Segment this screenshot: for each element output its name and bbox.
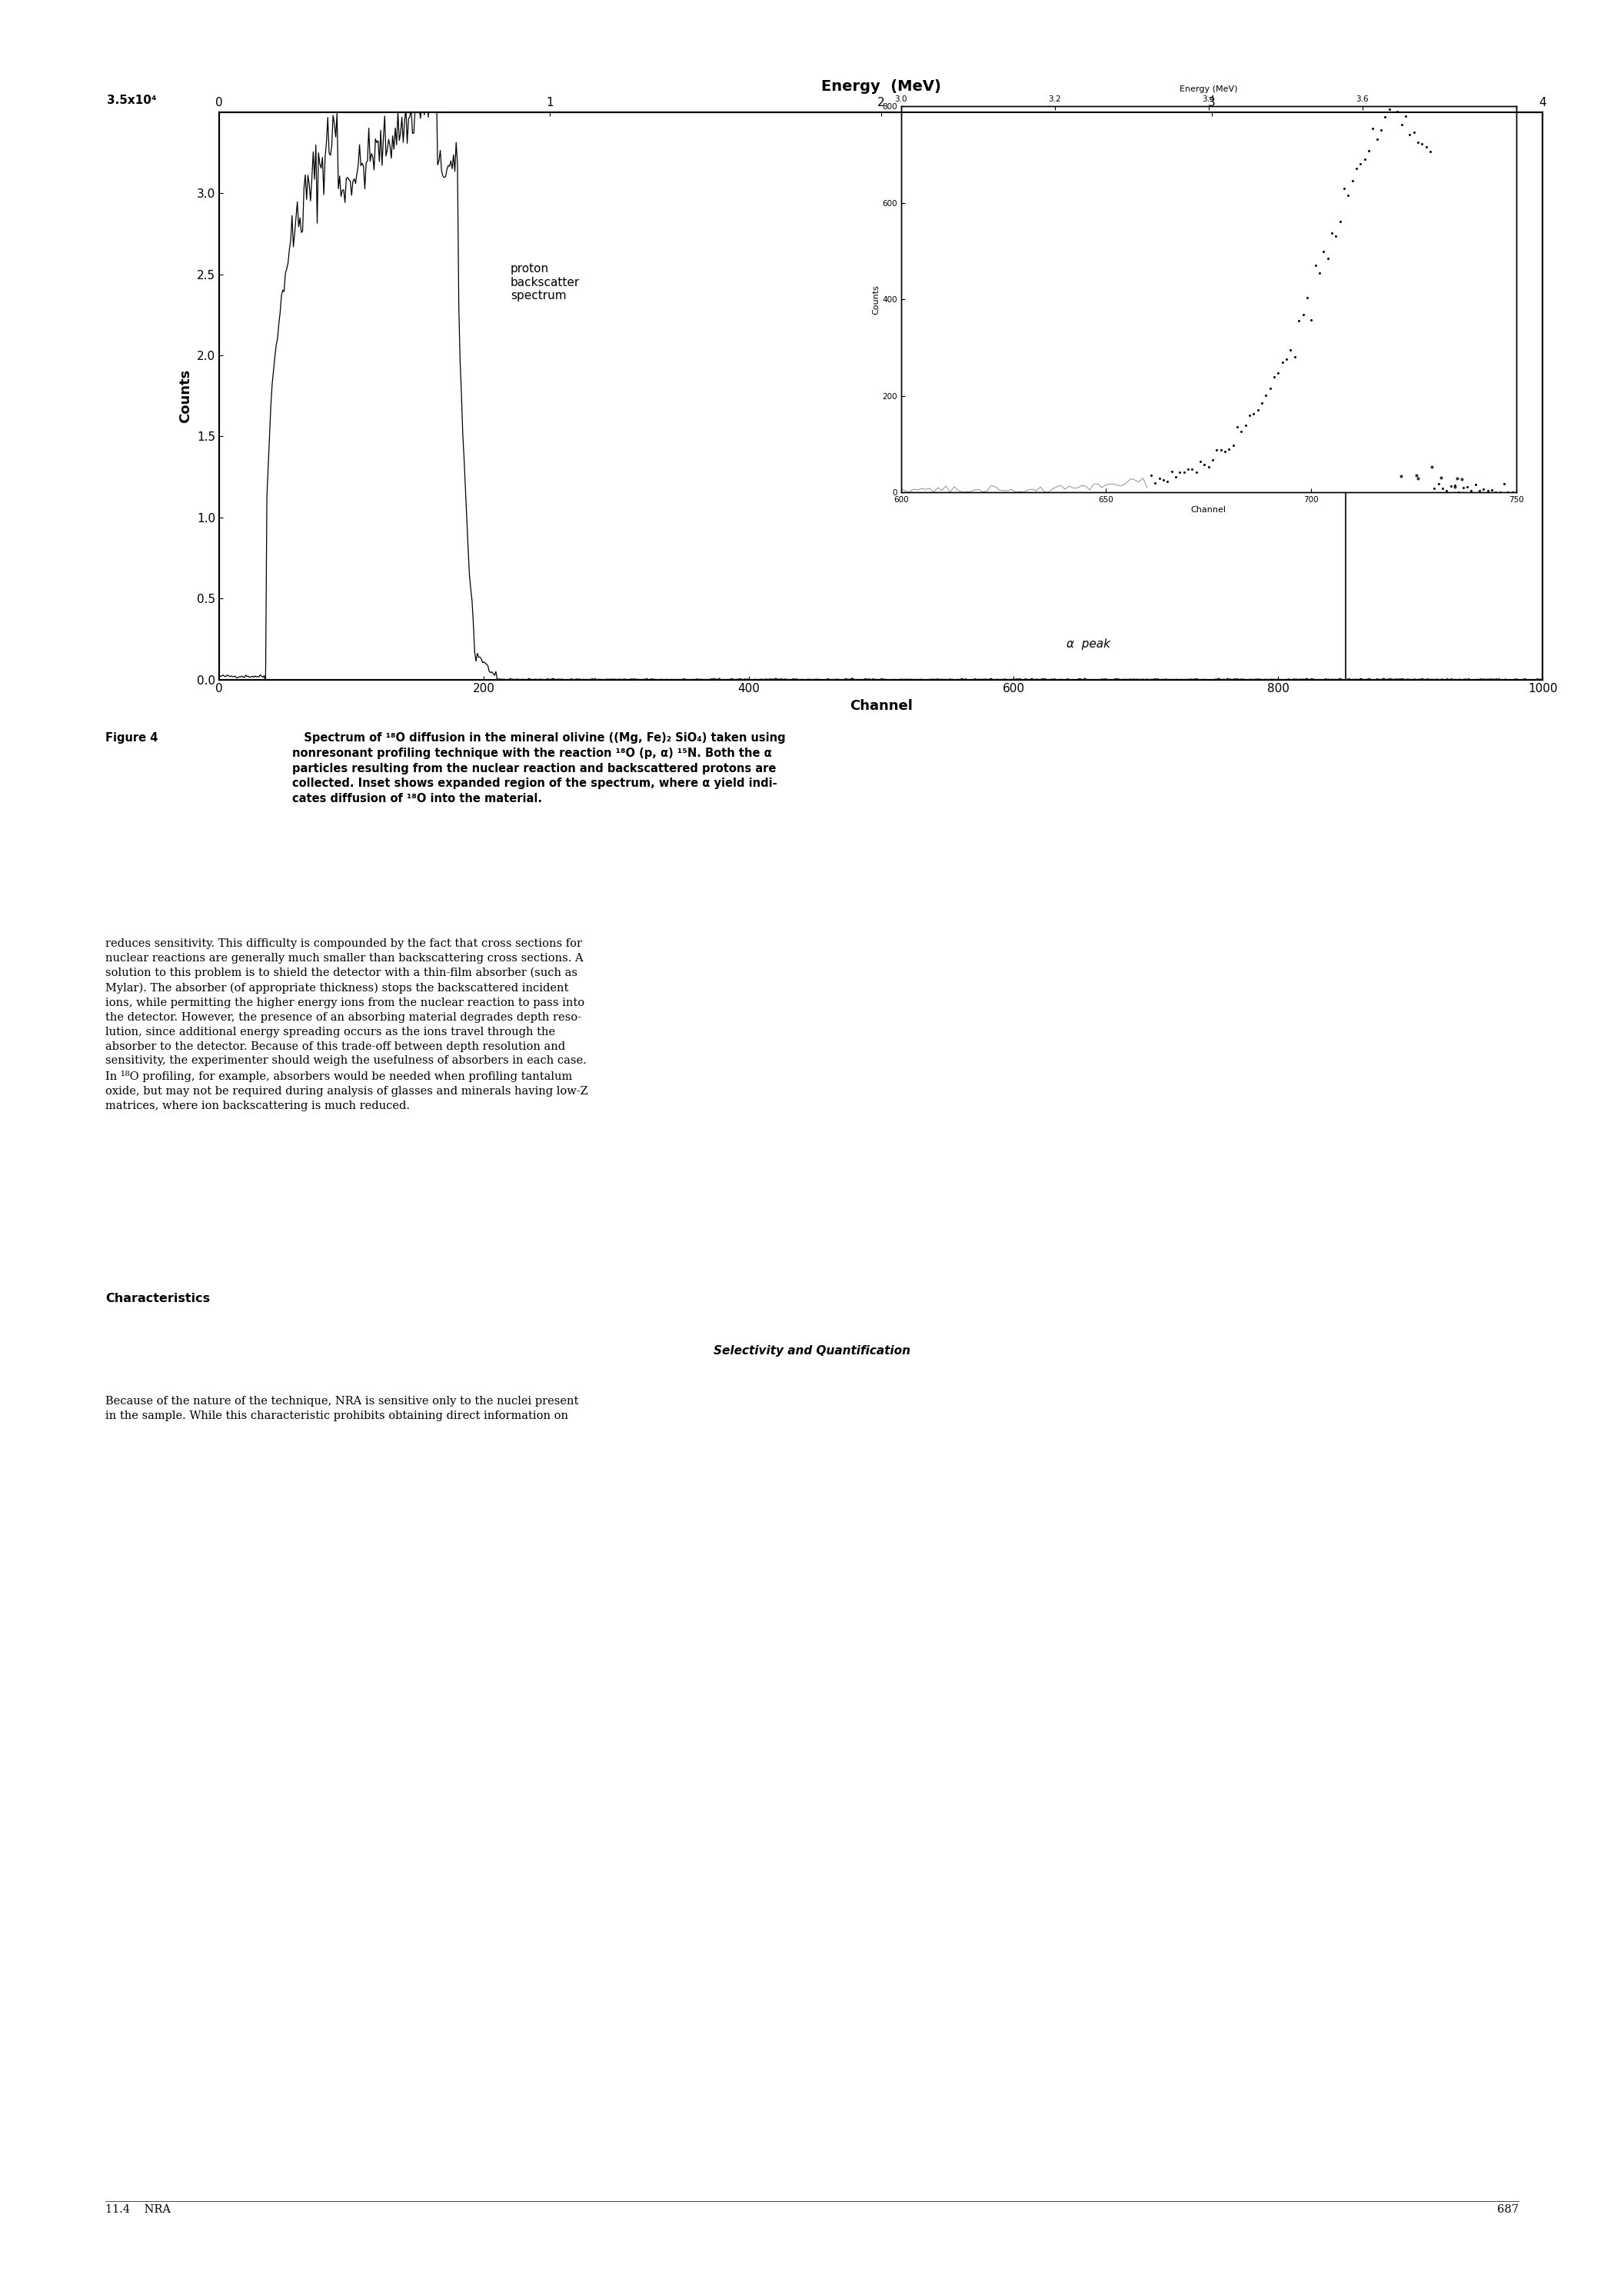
Text: Selectivity and Quantification: Selectivity and Quantification bbox=[713, 1345, 911, 1357]
Text: proton
backscatter
spectrum: proton backscatter spectrum bbox=[510, 263, 580, 302]
Text: α  peak: α peak bbox=[1067, 638, 1111, 650]
Text: 687: 687 bbox=[1497, 2203, 1518, 2215]
Text: 11.4    NRA: 11.4 NRA bbox=[106, 2203, 171, 2215]
Text: reduces sensitivity. This difficulty is compounded by the fact that cross sectio: reduces sensitivity. This difficulty is … bbox=[106, 938, 588, 1112]
Y-axis label: Counts: Counts bbox=[179, 368, 193, 423]
Text: 3.5x10⁴: 3.5x10⁴ bbox=[107, 94, 156, 108]
X-axis label: Energy (MeV): Energy (MeV) bbox=[1179, 85, 1237, 94]
X-axis label: Energy  (MeV): Energy (MeV) bbox=[822, 78, 940, 94]
X-axis label: Channel: Channel bbox=[849, 700, 913, 714]
Text: Spectrum of ¹⁸O diffusion in the mineral olivine ((Mg, Fe)₂ SiO₄) taken using
no: Spectrum of ¹⁸O diffusion in the mineral… bbox=[292, 732, 786, 805]
Text: Figure 4: Figure 4 bbox=[106, 732, 158, 744]
Text: Characteristics: Characteristics bbox=[106, 1293, 209, 1304]
Text: Because of the nature of the technique, NRA is sensitive only to the nuclei pres: Because of the nature of the technique, … bbox=[106, 1396, 578, 1421]
